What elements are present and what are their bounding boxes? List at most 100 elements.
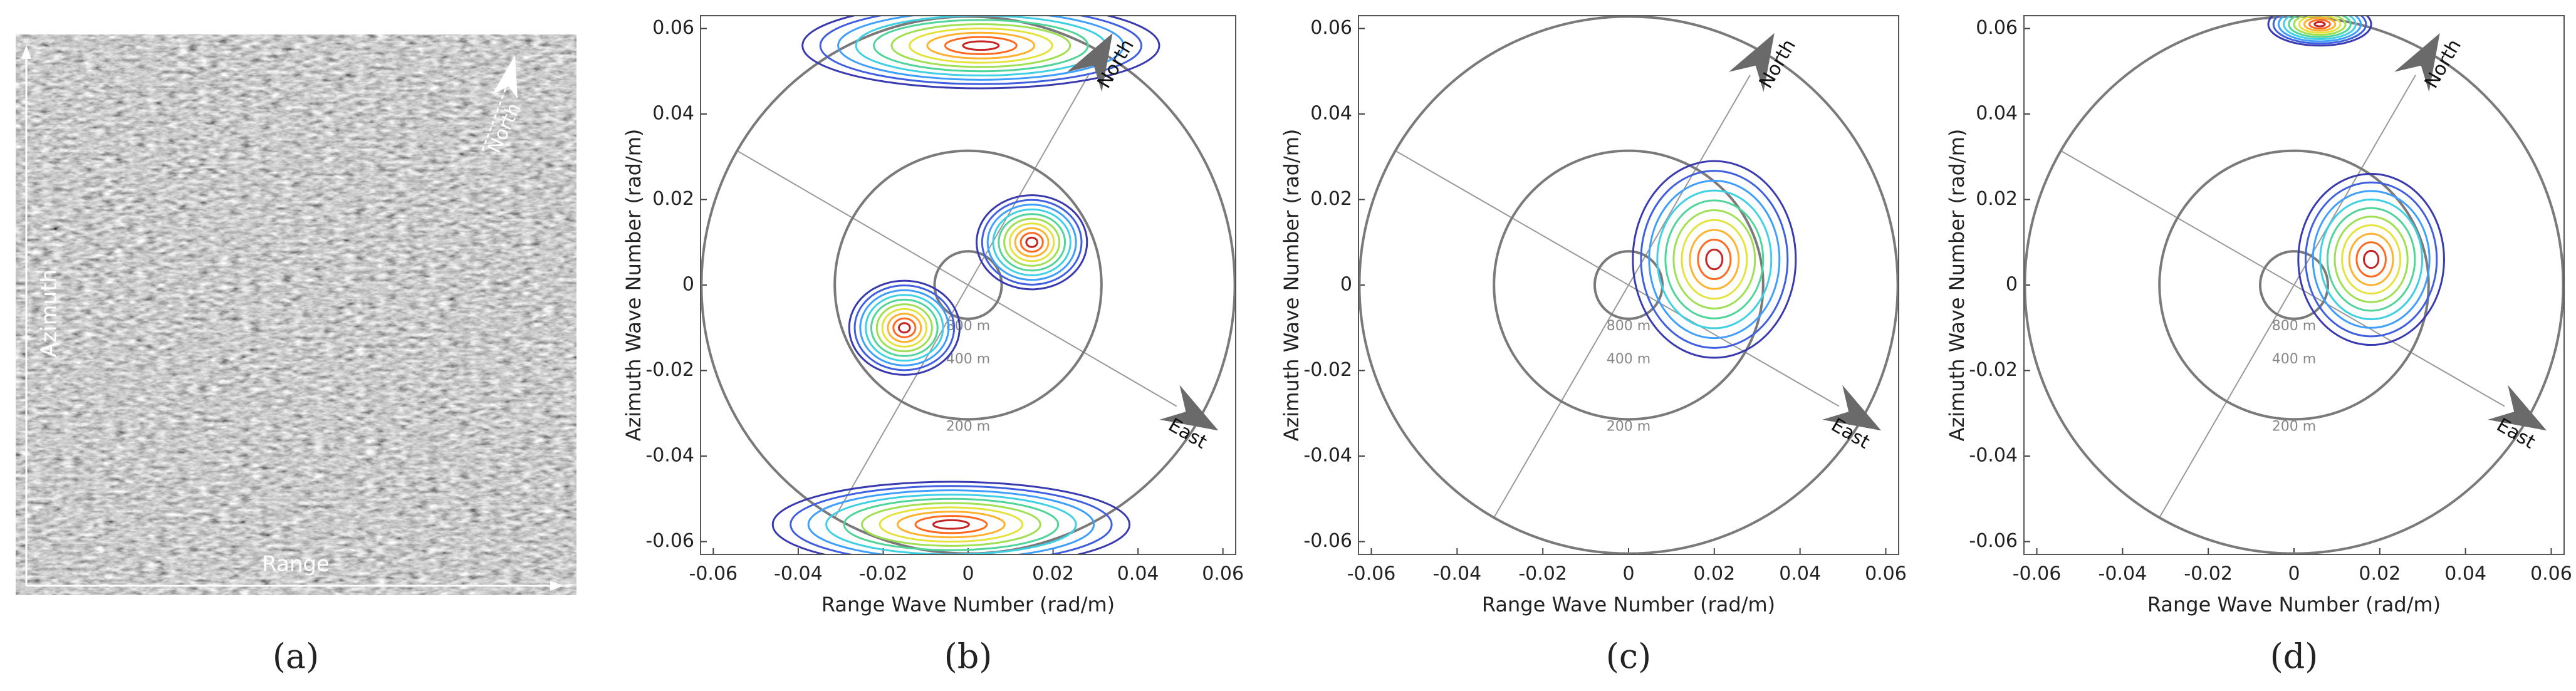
y-tick-label: -0.04 [1303, 445, 1352, 467]
contour-line [892, 317, 917, 338]
y-tick-label: 0.04 [1976, 102, 2018, 124]
ring-label: 400 m [946, 351, 990, 367]
contour-line [908, 27, 1053, 64]
contour-line [1632, 160, 1797, 359]
y-tick-label: -0.06 [645, 530, 694, 552]
contour-line [914, 515, 988, 534]
x-tick-label: -0.06 [689, 563, 738, 585]
caption: (a) [273, 636, 319, 676]
wavelength-ring [1593, 250, 1664, 320]
plot-frame [2023, 15, 2565, 555]
y-tick-label: 0.02 [1976, 188, 2018, 210]
ring-label: 200 m [1607, 418, 1650, 434]
x-tick-label: 0.02 [1693, 563, 1735, 585]
ring-label: 400 m [2272, 351, 2316, 367]
plot-frame [1358, 15, 1899, 555]
contour-line [1672, 209, 1756, 310]
y-axis-label: Azimuth Wave Number (rad/m) [1280, 129, 1303, 442]
contour-line [2319, 198, 2424, 321]
x-tick-label: 0.02 [2359, 563, 2401, 585]
contour-line [1705, 248, 1724, 271]
contour-line [976, 194, 1088, 291]
contour-line [1681, 219, 1748, 300]
spectrum-panel: -0.06 -0.04 -0.02 0 0.02 0.04 0.06 -0.06 -0.04 -0… [1280, 15, 1907, 676]
x-tick-label: 0.04 [1779, 563, 1821, 585]
contour-line [2272, 16, 2367, 44]
east-line [2060, 150, 2505, 407]
contour-line [2308, 19, 2331, 29]
y-tick-label: 0.06 [652, 17, 694, 39]
y-tick-label: -0.02 [1303, 359, 1352, 381]
contour-line [870, 298, 939, 357]
east-line [736, 150, 1177, 407]
x-axis-label: Range Wave Number (rad/m) [2147, 593, 2441, 616]
contour-line [926, 31, 1036, 60]
x-tick-label: 0 [1622, 563, 1634, 585]
north-arrow [1066, 33, 1113, 92]
contour-line [2293, 16, 2347, 36]
contour-line [944, 36, 1018, 55]
contour-line [2312, 190, 2431, 329]
contour-line [1640, 170, 1789, 349]
y-tick-label: 0.06 [1310, 17, 1352, 39]
contour-line [1697, 239, 1732, 280]
contour-line [859, 289, 950, 366]
x-axis-label: Range Wave Number (rad/m) [821, 593, 1115, 616]
contour-line [2283, 16, 2357, 41]
x-tick-label: -0.06 [1347, 563, 1396, 585]
y-axis-label: Azimuth Wave Number (rad/m) [622, 129, 645, 442]
caption: (d) [2270, 636, 2318, 676]
contour-line [807, 489, 1095, 554]
plot-frame [700, 15, 1236, 555]
contour-line [1648, 179, 1781, 340]
north-arrow [1729, 33, 1775, 92]
x-tick-label: 0.06 [2530, 563, 2572, 585]
contour-line [843, 497, 1060, 551]
y-tick-label: -0.04 [1969, 445, 2018, 467]
x-axis-label: Range Wave Number (rad/m) [1482, 593, 1775, 616]
north-arrow [2394, 33, 2440, 92]
x-tick-label: 0 [962, 563, 974, 585]
ring-label: 100 m [1607, 553, 1650, 569]
ring-label: 800 m [1607, 318, 1650, 334]
contour-line [2303, 16, 2337, 32]
x-tick-label: -0.04 [774, 563, 823, 585]
spectrum-panel: -0.06 -0.04 -0.02 0 0.02 0.04 0.06 -0.06 -0.04 -0… [1945, 15, 2572, 676]
contour-line [853, 284, 956, 371]
y-tick-label: -0.04 [645, 445, 694, 467]
y-tick-label: -0.06 [1969, 530, 2018, 552]
contour-line [875, 303, 933, 353]
y-tick-label: 0.02 [1310, 188, 1352, 210]
ring-label: 100 m [2272, 553, 2316, 569]
contour-line [890, 23, 1072, 68]
caption: (b) [944, 636, 993, 676]
x-tick-label: 0.06 [1865, 563, 1907, 585]
x-tick-label: -0.02 [2184, 563, 2233, 585]
contour-line [998, 213, 1066, 272]
north-arrow [493, 55, 518, 99]
y-tick-label: 0 [1340, 274, 1352, 296]
y-tick-label: -0.02 [1969, 359, 2018, 381]
contour-line [898, 322, 911, 334]
contour-line [2334, 216, 2409, 303]
contour-line [1019, 232, 1044, 253]
contour-line [2304, 181, 2438, 338]
contour-line [1003, 217, 1061, 267]
y-tick-label: 0.04 [1310, 102, 1352, 124]
contour-line [962, 40, 1000, 51]
contour-line [1014, 227, 1050, 257]
contour-line [848, 279, 961, 376]
ring-label: 800 m [2272, 318, 2316, 334]
east-line [1394, 150, 1840, 407]
wavelength-ring [833, 149, 1103, 421]
y-axis-label: Azimuth Wave Number (rad/m) [1945, 129, 1969, 442]
contour-line [986, 204, 1077, 281]
y-tick-label: -0.06 [1303, 530, 1352, 552]
contour-line [873, 19, 1089, 73]
y-tick-label: 0 [2006, 274, 2018, 296]
wavelength-ring [933, 250, 1003, 320]
sar-image [16, 34, 576, 595]
range-label: Range [262, 552, 330, 577]
